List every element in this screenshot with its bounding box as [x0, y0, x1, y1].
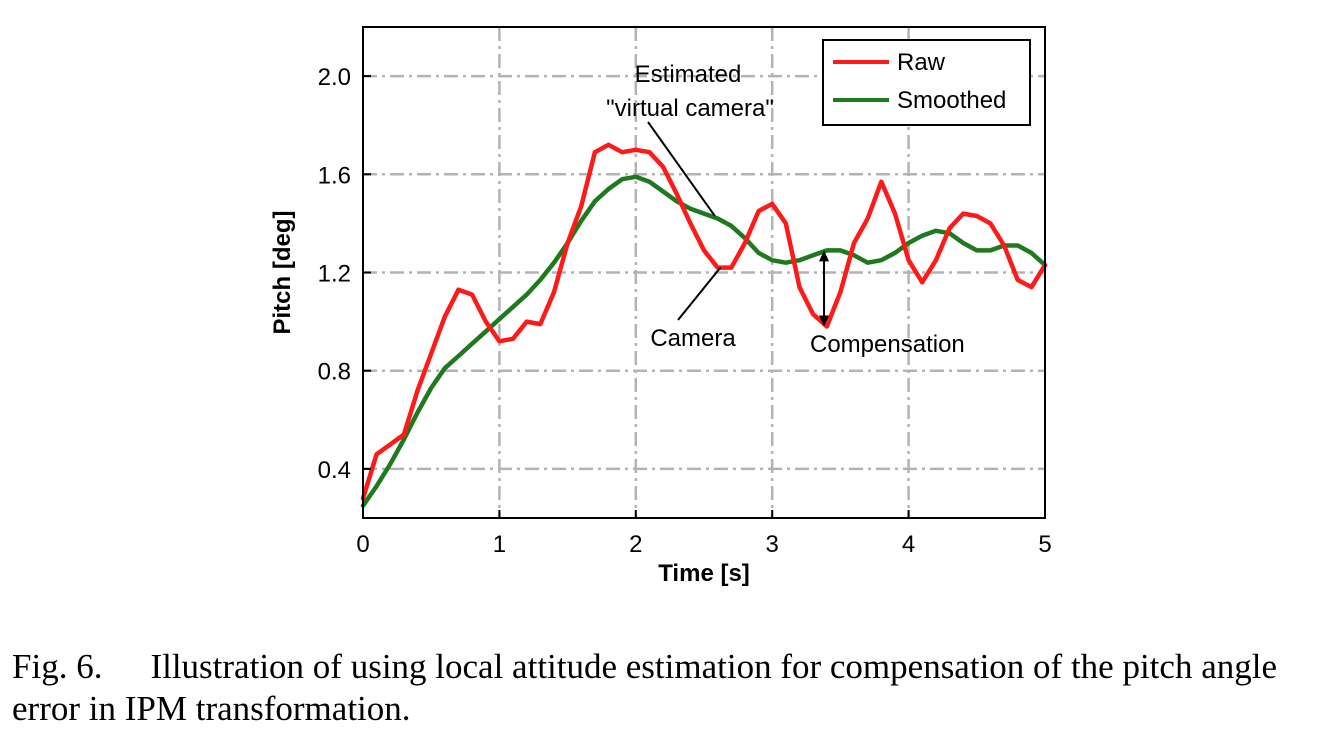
caption-figure-number: Fig. 6.	[12, 647, 103, 686]
legend-label-raw: Raw	[897, 49, 946, 76]
annotations: Estimated "virtual camera" Camera Compen…	[606, 61, 965, 358]
series-layer	[360, 142, 1048, 508]
x-tick-label: 4	[902, 531, 915, 558]
y-tick-label: 0.8	[318, 359, 351, 386]
y-tick-label: 1.6	[318, 162, 351, 189]
axis-ticks: 0 1 2 3 4 5 0.4 0.8 1.2 1.6 2.0	[318, 64, 1052, 558]
compensation-arrowhead-up	[819, 250, 830, 262]
x-tick-label: 5	[1038, 531, 1051, 558]
figure-caption: Fig. 6. Illustration of using local attit…	[12, 646, 1322, 730]
x-tick-label: 3	[766, 531, 779, 558]
x-tick-label: 2	[629, 531, 642, 558]
pitch-chart: 0 1 2 3 4 5 0.4 0.8 1.2 1.6 2.0 Time [s] Pitch [de…	[269, 26, 1052, 587]
legend-box	[822, 39, 1031, 126]
legend-label-smoothed: Smoothed	[897, 87, 1006, 114]
y-tick-label: 2.0	[318, 64, 351, 91]
y-tick-label: 1.2	[318, 261, 351, 288]
y-axis-label: Pitch [deg]	[269, 211, 296, 335]
annotation-camera-leader	[677, 266, 722, 321]
x-axis-label: Time [s]	[658, 560, 750, 587]
y-tick-label: 0.4	[318, 457, 351, 484]
caption-text: Illustration of using local attitude est…	[12, 647, 1277, 728]
annotation-compensation: Compensation	[810, 331, 965, 358]
compensation-arrowhead-down	[819, 315, 830, 327]
annotation-estimated-line1: Estimated	[635, 61, 742, 88]
legend: Raw Smoothed	[822, 39, 1031, 126]
series-line-smoothed	[360, 174, 1048, 508]
series-line-raw	[360, 142, 1048, 501]
annotation-estimated-leader	[647, 121, 716, 217]
annotation-estimated-line2: "virtual camera"	[606, 95, 774, 122]
x-tick-label: 0	[356, 531, 369, 558]
annotation-camera: Camera	[650, 325, 736, 352]
x-tick-label: 1	[493, 531, 506, 558]
